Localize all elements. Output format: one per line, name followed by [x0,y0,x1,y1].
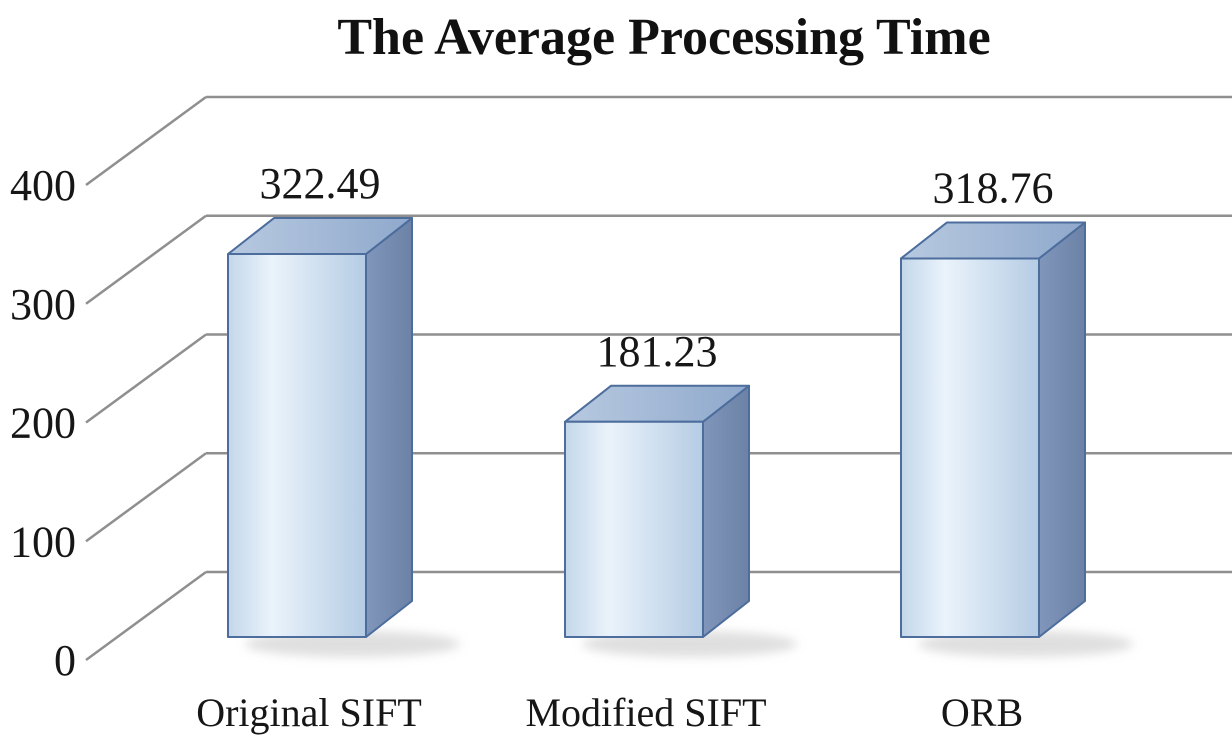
bar-side-face [365,217,413,638]
value-label: 181.23 [597,327,718,376]
bars-layer [227,217,1134,657]
labels-layer: 0 100 200 300 400 322.49 Original SIFT 181.23 Mo… [10,159,1054,735]
gridline-diagonal [85,452,207,543]
y-tick-label: 200 [10,399,76,448]
y-tick-label: 300 [10,280,76,329]
value-label: 318.76 [933,163,1054,212]
y-tick-label: 400 [10,161,76,210]
gridline-diagonal [85,214,207,305]
bar-front-face [564,420,704,638]
category-label: Modified SIFT [525,690,766,735]
y-tick-label: 0 [54,636,76,685]
bar-side-face [702,384,750,638]
y-tick-label: 100 [10,517,76,566]
value-label: 322.49 [260,159,381,208]
gridline-diagonal [85,333,207,424]
bar-front-face [227,253,367,638]
gridline-diagonal [85,95,207,187]
category-label: ORB [941,690,1023,735]
chart-title: The Average Processing Time [337,9,990,66]
bar-front-face [900,257,1040,638]
category-label: Original SIFT [196,690,422,735]
gridline-diagonal [85,570,207,662]
bar-side-face [1038,221,1086,638]
